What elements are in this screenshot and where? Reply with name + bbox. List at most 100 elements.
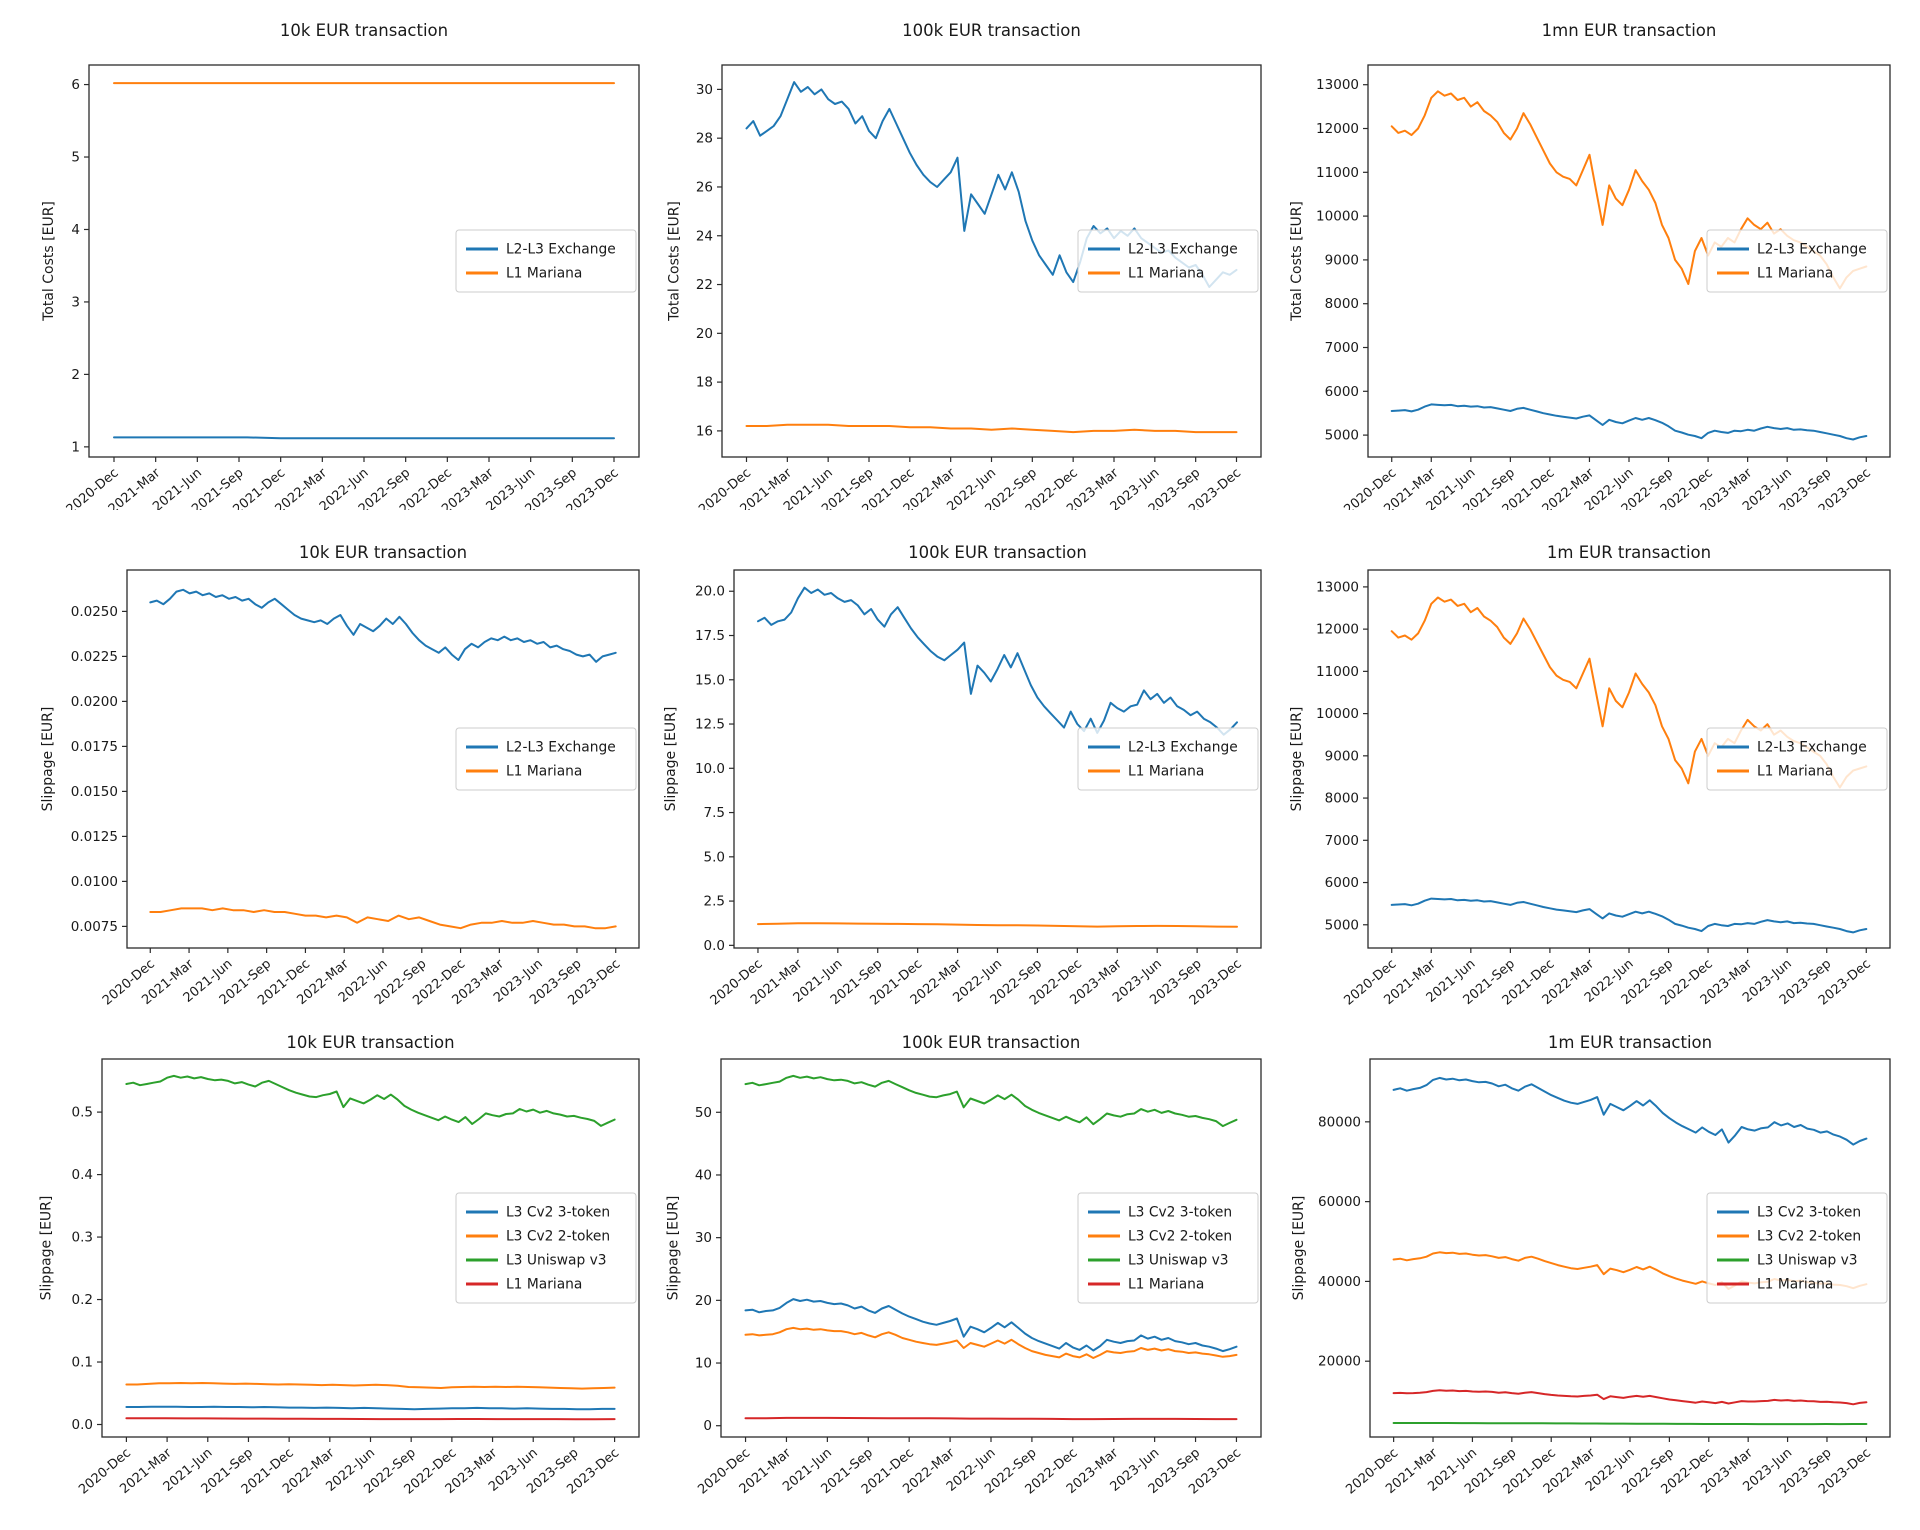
y-tick-label: 12.5 xyxy=(695,717,725,733)
legend-label-l2-l3-exchange: L2-L3 Exchange xyxy=(1128,242,1238,258)
y-tick-label: 0.3 xyxy=(72,1230,93,1246)
legend-label-l1-mariana: L1 Mariana xyxy=(506,266,582,282)
legend-label-l3-uniswap-v3: L3 Uniswap v3 xyxy=(506,1253,607,1269)
y-tick-label: 20 xyxy=(696,326,713,342)
plot-frame xyxy=(88,64,640,458)
legend-box xyxy=(455,727,637,791)
y-tick-label: 12000 xyxy=(1316,121,1359,137)
chart-title: 1m EUR transaction xyxy=(1547,543,1711,562)
legend: L2-L3 Exchange L1 Mariana xyxy=(1706,229,1888,293)
legend: L2-L3 Exchange L1 Mariana xyxy=(1077,229,1259,293)
y-tick-label: 7000 xyxy=(1325,340,1359,356)
y-axis-label: Slippage [EUR] xyxy=(665,1196,681,1301)
y-tick-label: 30 xyxy=(695,1230,712,1246)
y-tick-label: 5.0 xyxy=(704,849,725,865)
y-tick-label: 30 xyxy=(696,82,713,98)
y-tick-label: 50 xyxy=(695,1105,712,1121)
y-tick-label: 0.0200 xyxy=(71,694,118,710)
y-axis-label: Slippage [EUR] xyxy=(39,1196,55,1301)
y-tick-label: 60000 xyxy=(1318,1194,1361,1210)
series-line-l1-mariana xyxy=(757,922,1238,928)
y-tick-label: 0.2 xyxy=(72,1292,93,1308)
chart-title: 10k EUR transaction xyxy=(286,1033,454,1052)
y-tick-label: 26 xyxy=(696,179,713,195)
plot-frame xyxy=(126,569,640,949)
y-axis-label: Slippage [EUR] xyxy=(1289,707,1305,812)
series-line-l3-uniswap-v3 xyxy=(125,1074,616,1127)
y-tick-label: 13000 xyxy=(1316,579,1359,595)
series-line-l1-mariana xyxy=(149,907,617,930)
legend: L2-L3 Exchange L1 Mariana xyxy=(1077,727,1259,791)
y-tick-label: 15.0 xyxy=(695,672,725,688)
chart-cell: 1m EUR transaction Slippage [EUR] 5000 6000… xyxy=(1280,510,1920,1020)
chart-slippage-l3-100k: 100k EUR transaction Slippage [EUR] 0 10 20 3… xyxy=(665,1033,1262,1498)
chart-slippage-l2l3-10k: 10k EUR transaction Slippage [EUR] 0.0075 0… xyxy=(40,543,640,1009)
legend: L3 Cv2 3-token L3 Cv2 2-token L3 Uniswap v… xyxy=(1077,1192,1259,1304)
series-line-l2-l3-exchange xyxy=(113,436,615,440)
legend-label-l2-l3-exchange: L2-L3 Exchange xyxy=(506,242,616,258)
y-tick-label: 6000 xyxy=(1325,875,1359,891)
plot-frame xyxy=(720,1058,1262,1438)
y-axis-label: Slippage [EUR] xyxy=(663,707,679,812)
legend-label-l3-cv2-3-token: L3 Cv2 3-token xyxy=(1128,1205,1232,1221)
plot-frame xyxy=(733,569,1262,949)
legend-label-l1-mariana: L1 Mariana xyxy=(1757,1277,1833,1293)
legend-box xyxy=(455,229,637,293)
chart-cell: 10k EUR transaction Slippage [EUR] 0.0075 0… xyxy=(0,510,640,1020)
legend-box xyxy=(1077,229,1259,293)
legend-box xyxy=(1706,727,1888,791)
legend-label-l1-mariana: L1 Mariana xyxy=(506,1277,582,1293)
y-tick-label: 80000 xyxy=(1318,1114,1361,1130)
legend-label-l2-l3-exchange: L2-L3 Exchange xyxy=(1757,242,1867,258)
y-axis-label: Total Costs [EUR] xyxy=(41,201,57,322)
y-tick-label: 20 xyxy=(695,1293,712,1309)
y-tick-label: 8000 xyxy=(1325,791,1359,807)
legend-label-l1-mariana: L1 Mariana xyxy=(1128,1277,1204,1293)
y-tick-label: 22 xyxy=(696,277,713,293)
plot-frame xyxy=(1367,64,1891,458)
legend-label-l1-mariana: L1 Mariana xyxy=(1128,266,1204,282)
series-line-l1-mariana xyxy=(744,1416,1238,1421)
y-tick-label: 11000 xyxy=(1316,664,1359,680)
y-tick-label: 1 xyxy=(71,439,80,455)
y-tick-label: 7000 xyxy=(1325,833,1359,849)
y-axis-label: Slippage [EUR] xyxy=(1291,1196,1307,1301)
legend-label-l3-cv2-2-token: L3 Cv2 2-token xyxy=(506,1229,610,1245)
legend-box xyxy=(1077,1192,1259,1304)
series-line-l2-l3-exchange xyxy=(757,586,1238,736)
y-tick-label: 10000 xyxy=(1316,209,1359,225)
chart-title: 10k EUR transaction xyxy=(299,543,467,562)
y-tick-label: 3 xyxy=(71,294,80,310)
series-line-l3-cv2-3-token xyxy=(125,1405,616,1411)
y-tick-label: 0.4 xyxy=(72,1167,93,1183)
series-line-l3-cv2-3-token xyxy=(1392,1076,1868,1146)
plot-frame xyxy=(1369,1058,1891,1438)
series-line-l2-l3-exchange xyxy=(149,588,617,663)
legend-label-l2-l3-exchange: L2-L3 Exchange xyxy=(1757,740,1867,756)
series-line-l3-cv2-3-token xyxy=(744,1298,1238,1353)
legend-label-l3-uniswap-v3: L3 Uniswap v3 xyxy=(1128,1253,1229,1269)
y-tick-label: 18 xyxy=(696,375,713,391)
y-tick-label: 10000 xyxy=(1316,706,1359,722)
y-tick-label: 0.0250 xyxy=(71,604,118,620)
y-tick-label: 20.0 xyxy=(695,584,725,600)
legend-label-l1-mariana: L1 Mariana xyxy=(506,764,582,780)
y-tick-label: 11000 xyxy=(1316,165,1359,181)
y-tick-label: 0.1 xyxy=(72,1355,93,1371)
chart-slippage-l3-10k: 10k EUR transaction Slippage [EUR] 0.0 0.1 0… xyxy=(39,1033,640,1498)
legend-label-l3-cv2-3-token: L3 Cv2 3-token xyxy=(1757,1205,1861,1221)
legend-label-l3-cv2-2-token: L3 Cv2 2-token xyxy=(1757,1229,1861,1245)
y-tick-label: 5000 xyxy=(1325,428,1359,444)
y-tick-label: 9000 xyxy=(1325,252,1359,268)
y-tick-label: 2 xyxy=(71,367,80,383)
series-line-l3-uniswap-v3 xyxy=(744,1074,1238,1128)
legend-box xyxy=(1706,229,1888,293)
y-tick-label: 12000 xyxy=(1316,622,1359,638)
y-tick-label: 40000 xyxy=(1318,1274,1361,1290)
chart-total-costs-1mn: 1mn EUR transaction Total Costs [EUR] 5000… xyxy=(1289,21,1891,510)
chart-title: 10k EUR transaction xyxy=(280,21,448,40)
chart-title: 100k EUR transaction xyxy=(902,1033,1081,1052)
y-tick-label: 0.0225 xyxy=(71,649,118,665)
legend-label-l3-cv2-3-token: L3 Cv2 3-token xyxy=(506,1205,610,1221)
